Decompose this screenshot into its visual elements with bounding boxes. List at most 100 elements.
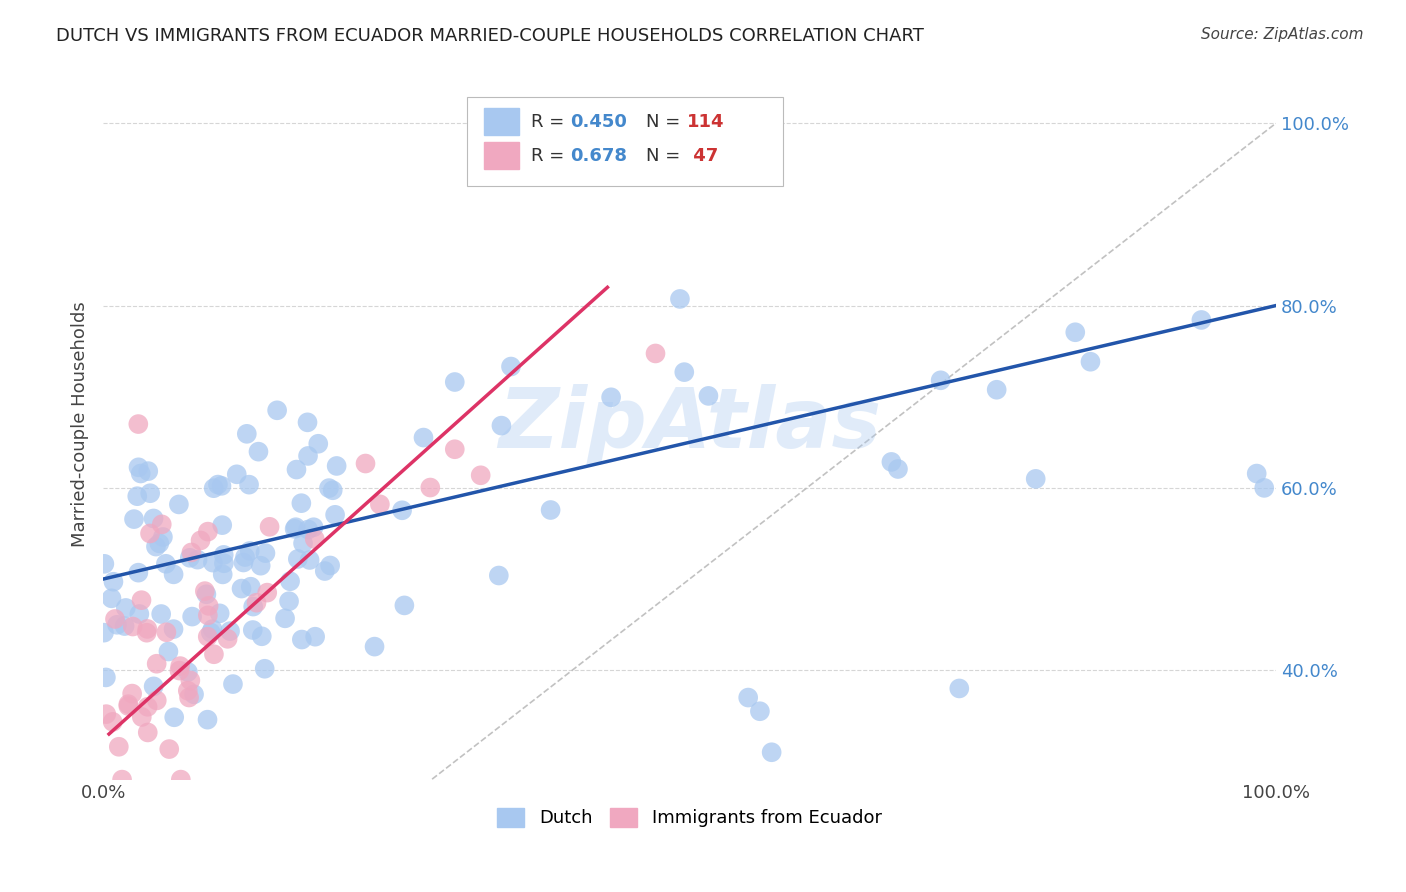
Dutch	[197, 713, 219, 727]
Immigrants from Ecuador	[354, 457, 377, 471]
Text: R =: R =	[531, 147, 571, 165]
Dutch	[290, 496, 312, 510]
Dutch	[142, 511, 165, 525]
Dutch	[242, 623, 264, 637]
Dutch	[225, 467, 247, 482]
Dutch	[499, 359, 522, 374]
Dutch	[297, 523, 319, 537]
Immigrants from Ecuador	[202, 647, 225, 661]
Immigrants from Ecuador	[177, 683, 200, 698]
Dutch	[491, 418, 513, 433]
Immigrants from Ecuador	[169, 664, 191, 678]
Dutch	[247, 444, 270, 458]
Dutch	[145, 540, 167, 554]
Dutch	[211, 567, 233, 582]
Immigrants from Ecuador	[304, 532, 326, 546]
Dutch	[291, 632, 314, 647]
Text: 0.678: 0.678	[569, 147, 627, 165]
Dutch	[212, 548, 235, 562]
Dutch	[93, 557, 115, 571]
Immigrants from Ecuador	[245, 596, 267, 610]
Immigrants from Ecuador	[169, 659, 191, 673]
Dutch	[202, 481, 225, 495]
Immigrants from Ecuador	[96, 707, 118, 722]
Dutch	[177, 665, 200, 679]
Y-axis label: Married-couple Households: Married-couple Households	[72, 301, 89, 547]
Immigrants from Ecuador	[259, 520, 281, 534]
Immigrants from Ecuador	[179, 673, 201, 688]
Dutch	[127, 566, 149, 580]
Immigrants from Ecuador	[131, 710, 153, 724]
Immigrants from Ecuador	[101, 714, 124, 729]
Dutch	[207, 477, 229, 491]
Dutch	[129, 467, 152, 481]
Immigrants from Ecuador	[157, 742, 180, 756]
Dutch	[136, 464, 159, 478]
Dutch	[488, 568, 510, 582]
Dutch	[249, 558, 271, 573]
Immigrants from Ecuador	[443, 442, 465, 457]
Dutch	[236, 426, 259, 441]
Dutch	[181, 609, 204, 624]
Dutch	[298, 553, 321, 567]
Immigrants from Ecuador	[111, 772, 134, 787]
Dutch	[673, 365, 696, 379]
Immigrants from Ecuador	[150, 517, 173, 532]
Immigrants from Ecuador	[136, 622, 159, 636]
Dutch	[127, 489, 149, 503]
Dutch	[697, 389, 720, 403]
Dutch	[100, 591, 122, 606]
Dutch	[239, 544, 262, 558]
Dutch	[253, 662, 276, 676]
Dutch	[222, 677, 245, 691]
Dutch	[880, 455, 903, 469]
Dutch	[285, 462, 308, 476]
Immigrants from Ecuador	[197, 524, 219, 539]
Dutch	[200, 625, 222, 640]
Dutch	[201, 622, 224, 636]
Immigrants from Ecuador	[117, 697, 139, 711]
Dutch	[1253, 481, 1275, 495]
Dutch	[250, 629, 273, 643]
Immigrants from Ecuador	[136, 725, 159, 739]
Dutch	[314, 564, 336, 578]
Dutch	[157, 644, 180, 658]
Dutch	[232, 556, 254, 570]
Immigrants from Ecuador	[368, 497, 391, 511]
Dutch	[391, 503, 413, 517]
Dutch	[179, 550, 201, 565]
Dutch	[1080, 355, 1102, 369]
Dutch	[302, 520, 325, 534]
Dutch	[128, 460, 150, 475]
FancyBboxPatch shape	[467, 97, 783, 186]
Dutch	[254, 546, 277, 560]
Immigrants from Ecuador	[197, 599, 219, 613]
Immigrants from Ecuador	[170, 772, 193, 787]
Dutch	[114, 619, 136, 633]
Dutch	[278, 594, 301, 608]
Dutch	[761, 745, 783, 759]
Dutch	[233, 549, 256, 564]
Dutch	[150, 607, 173, 621]
Dutch	[186, 552, 208, 566]
Immigrants from Ecuador	[470, 468, 492, 483]
Legend: Dutch, Immigrants from Ecuador: Dutch, Immigrants from Ecuador	[491, 801, 889, 835]
Dutch	[212, 556, 235, 570]
Dutch	[162, 622, 184, 636]
Dutch	[239, 580, 262, 594]
Immigrants from Ecuador	[121, 687, 143, 701]
Dutch	[669, 292, 692, 306]
Dutch	[167, 498, 190, 512]
Dutch	[297, 449, 319, 463]
Text: N =: N =	[647, 147, 686, 165]
Dutch	[266, 403, 288, 417]
Immigrants from Ecuador	[177, 690, 200, 705]
Dutch	[748, 704, 770, 718]
Immigrants from Ecuador	[139, 526, 162, 541]
Dutch	[1189, 313, 1212, 327]
Text: 0.450: 0.450	[569, 113, 627, 131]
Dutch	[284, 520, 307, 534]
Immigrants from Ecuador	[121, 619, 143, 633]
Immigrants from Ecuador	[146, 693, 169, 707]
Dutch	[394, 599, 416, 613]
